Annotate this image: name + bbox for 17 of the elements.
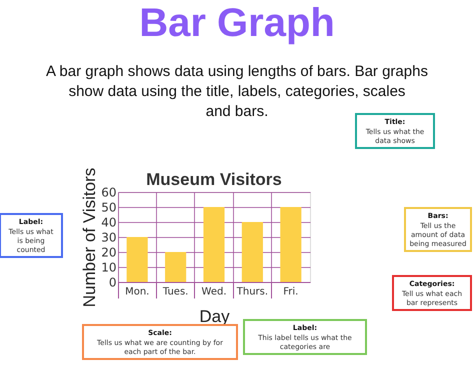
chart-title: Museum Visitors: [146, 170, 282, 189]
x-tick-label: Tues.: [162, 286, 188, 298]
x-tick-label: Mon.: [125, 286, 150, 298]
y-tick-label: 20: [101, 246, 116, 260]
y-tick-label: 50: [101, 200, 116, 214]
y-tick-label: 40: [101, 216, 116, 230]
y-tick-label: 0: [108, 276, 116, 290]
y-tick-label: 10: [101, 260, 116, 274]
y-tick-label: 30: [101, 230, 116, 244]
x-axis-title: Day: [199, 307, 230, 326]
text: A bar graph shows data using lengths of bars. Bar graphs show data using the title, labels, categories, scales and bars.: [46, 63, 428, 120]
text: Bar Graph: [139, 1, 335, 45]
x-tick-label: Fri.: [283, 286, 298, 298]
x-tick-label: Thurs.: [236, 286, 268, 298]
y-tick-label: 60: [101, 186, 116, 200]
y-axis-title: Number of Visitors: [80, 168, 100, 308]
x-tick-label: Wed.: [202, 286, 226, 298]
